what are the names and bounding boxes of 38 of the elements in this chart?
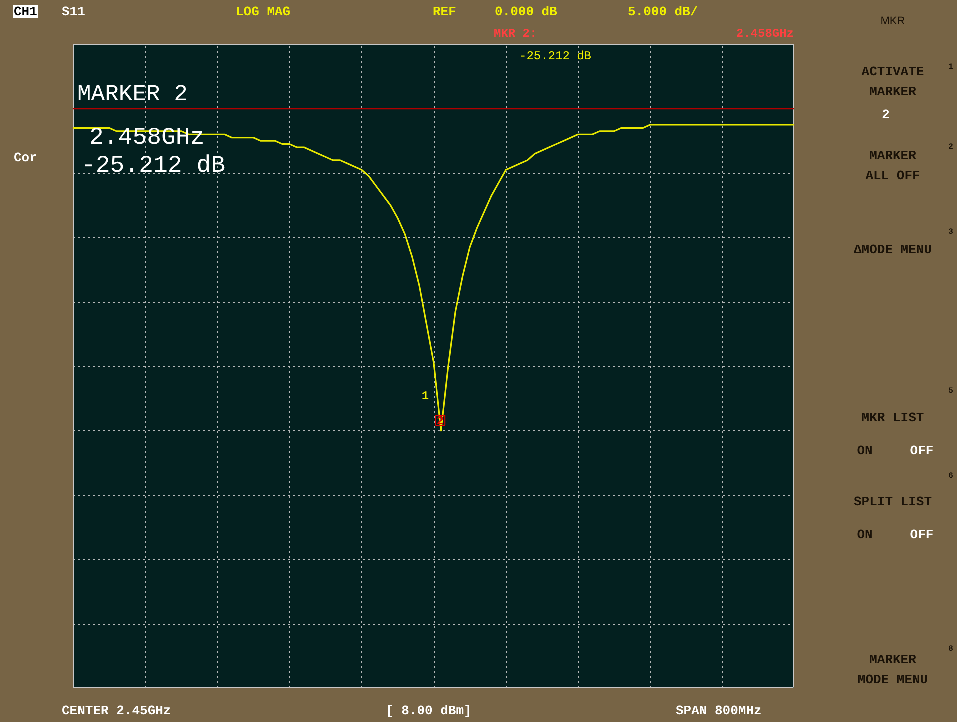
text: LOG MAG	[236, 4, 291, 20]
text: OFF	[910, 444, 934, 458]
text: 2	[882, 108, 890, 122]
text: ALL OFF	[866, 168, 920, 184]
text: 6	[948, 472, 954, 481]
text: MARKER	[870, 84, 916, 100]
text: -25.212 dB	[520, 50, 592, 64]
text: ON	[857, 528, 873, 542]
text: 0.000 dB	[495, 4, 558, 20]
text: ΔMODE MENU	[854, 242, 932, 258]
text: 8	[948, 645, 954, 654]
text: Cor	[14, 150, 38, 166]
text: CENTER 2.45GHz	[62, 704, 172, 718]
annotation: -25.212 dB	[82, 153, 226, 180]
text: 2.458GHz	[736, 27, 794, 41]
text: MODE MENU	[858, 672, 928, 688]
text: ACTIVATE	[862, 64, 924, 80]
text: 3	[948, 228, 954, 237]
text: MARKER 2	[78, 82, 188, 108]
text: 2	[948, 143, 954, 152]
text: 5	[948, 387, 954, 396]
text: [ 8.00 dBm]	[386, 704, 472, 718]
text: SPAN 800MHz	[676, 704, 762, 718]
text: S11	[62, 4, 86, 20]
text: SPLIT LIST	[854, 494, 932, 510]
text: MKR 2:	[494, 27, 538, 41]
text: MARKER	[870, 148, 916, 164]
text: OFF	[910, 528, 934, 542]
text: MKR LIST	[862, 410, 924, 426]
text: 5.000 dB/	[628, 4, 698, 20]
text: ON	[857, 444, 873, 458]
text: MARKER	[870, 652, 916, 668]
annotation: 1	[422, 390, 430, 404]
text: MKR	[880, 16, 906, 28]
text: REF	[433, 4, 456, 20]
text: 1	[948, 63, 954, 72]
annotation: 2.458GHz	[90, 125, 205, 152]
text: CH1	[13, 4, 38, 20]
